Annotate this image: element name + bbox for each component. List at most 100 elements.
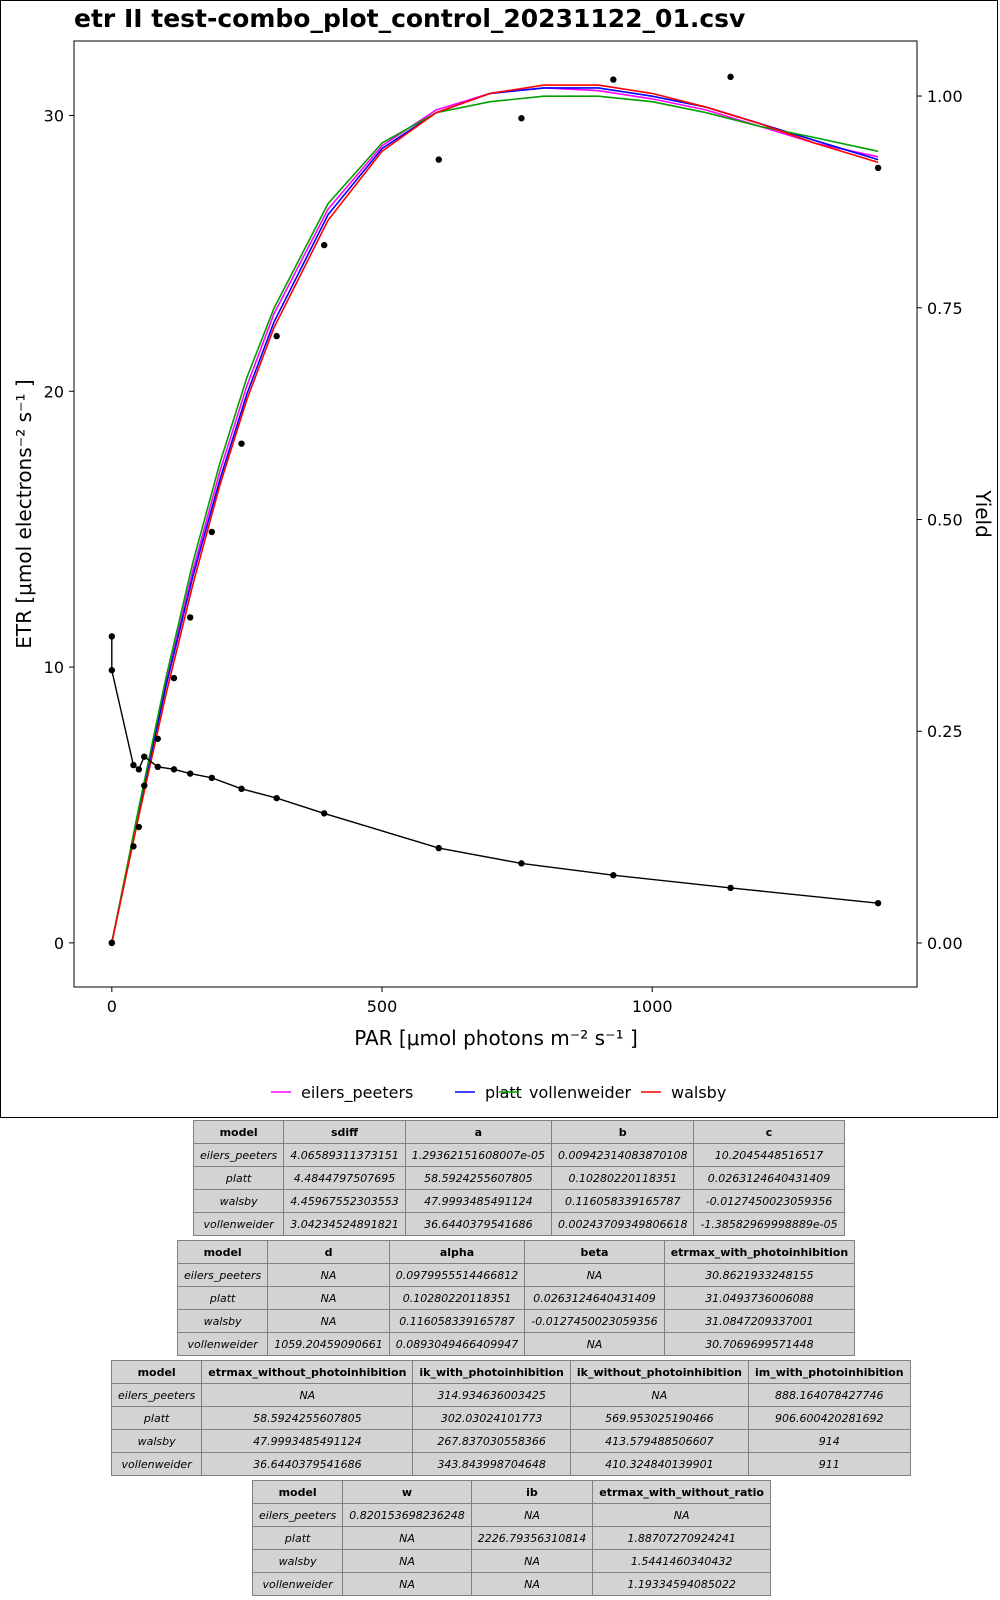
yield-point [130, 761, 137, 769]
table-cell: 888.164078427746 [747, 1383, 911, 1407]
table-cell: eilers_peeters [110, 1383, 203, 1407]
yield-point [518, 860, 525, 867]
column-header: d [267, 1240, 390, 1264]
etr-point [186, 614, 194, 621]
params-table-3: model etrmax_without_photoinhibition ik_wi… [110, 1360, 911, 1476]
table-cell: 0.0979955514466812 [388, 1263, 526, 1287]
params-table-1: model sdiff a b c eilers_peeters 4.06589311373… [192, 1120, 845, 1236]
table-cell: 914 [747, 1429, 911, 1453]
yield-point [874, 899, 882, 907]
table-row: walsby 4.45967552303553 47.9993485491124 0.… [192, 1189, 845, 1213]
etr-point [130, 843, 137, 850]
legend-label: walsby [671, 1083, 726, 1102]
table-cell: 302.03024101773 [412, 1406, 571, 1430]
legend-label: eilers_peeters [301, 1083, 413, 1103]
table-row: vollenweider 1059.20459090661 0.0893049466… [176, 1332, 856, 1356]
table-row: eilers_peeters NA 314.934636003425 NA 888.16… [110, 1383, 911, 1407]
table-cell: 0.00942314083870108 [550, 1143, 695, 1167]
table-cell: 31.0493736006088 [663, 1286, 856, 1310]
column-header: c [693, 1120, 845, 1144]
table-cell: 0.0263124640431409 [524, 1286, 665, 1310]
etr-point [135, 823, 143, 831]
table-cell: NA [201, 1383, 414, 1407]
table-cell: 906.600420281692 [747, 1406, 911, 1430]
table-cell: eilers_peeters [251, 1503, 344, 1527]
table-row: platt 58.5924255607805 302.03024101773 569.… [110, 1406, 911, 1430]
legend-label: vollenweider [529, 1083, 632, 1102]
column-header: im_with_photoinhibition [747, 1360, 911, 1384]
table-cell: 413.579488506607 [569, 1429, 749, 1453]
yield-point [186, 770, 194, 777]
etr-point [727, 73, 734, 81]
table-cell: NA [524, 1263, 665, 1287]
table-cell: NA [470, 1503, 594, 1527]
column-header: model [192, 1120, 285, 1144]
table-cell: 0.820153698236248 [342, 1503, 472, 1527]
yield-point [170, 766, 178, 773]
table-cell: NA [267, 1309, 390, 1333]
column-header: etrmax_with_without_ratio [592, 1480, 771, 1504]
y-tick-label: 30 [44, 106, 64, 125]
table-cell: NA [592, 1503, 771, 1527]
yield-point [435, 844, 442, 852]
table-row: platt NA 2226.79356310814 1.88707270924241 [251, 1526, 771, 1550]
table-cell: vollenweider [176, 1332, 269, 1356]
table-cell: 1059.20459090661 [267, 1332, 390, 1356]
y2-axis-label: Yield [971, 489, 995, 538]
table-header-row: model w ib etrmax_with_without_ratio [251, 1480, 771, 1504]
yield-point [108, 633, 116, 640]
table-row: eilers_peeters 0.820153698236248 NA NA [251, 1503, 771, 1527]
etr-point [435, 156, 442, 163]
fit-line-walsby [111, 84, 879, 944]
etr-point [108, 939, 116, 947]
chart-title: etr II test-combo_plot_control_20231122_… [74, 4, 745, 33]
table-cell: walsby [110, 1429, 203, 1453]
table-cell: NA [569, 1383, 749, 1407]
x-tick-label: 500 [367, 997, 398, 1016]
table-cell: NA [342, 1549, 472, 1573]
column-header: model [176, 1240, 269, 1264]
y-tick-label: 20 [44, 382, 64, 401]
yield-point [610, 872, 617, 879]
yield-point [320, 810, 328, 817]
table-cell: 267.837030558366 [412, 1429, 571, 1453]
etr-points [108, 73, 882, 947]
table-cell: 10.2045448516517 [693, 1143, 845, 1167]
table-row: vollenweider NA NA 1.19334594085022 [251, 1572, 771, 1596]
table-cell: 0.0263124640431409 [693, 1166, 845, 1190]
table-cell: NA [470, 1572, 594, 1596]
column-header: model [251, 1480, 344, 1504]
table-cell: 1.29362151608007e-05 [404, 1143, 552, 1167]
yield-series [108, 633, 882, 907]
table-cell: 4.06589311373151 [283, 1143, 406, 1167]
table-cell: 0.116058339165787 [550, 1189, 695, 1213]
table-cell: NA [470, 1549, 594, 1573]
yield-point [135, 766, 143, 773]
table-cell: walsby [176, 1309, 269, 1333]
y2-tick-label: 0.25 [927, 722, 963, 741]
table-cell: NA [342, 1572, 472, 1596]
yield-point [238, 785, 245, 793]
table-cell: -0.0127450023059356 [524, 1309, 665, 1333]
table-cell: vollenweider [251, 1572, 344, 1596]
table-row: vollenweider 3.04234524891821 36.644037954… [192, 1212, 845, 1236]
params-table-2: model d alpha beta etrmax_with_photoinhibiti… [176, 1240, 856, 1356]
etr-point [610, 76, 617, 83]
etr-point [170, 674, 178, 682]
yield-point [154, 763, 161, 771]
table-cell: 0.10280220118351 [550, 1166, 695, 1190]
etr-chart: etr II test-combo_plot_control_20231122_… [12, 4, 995, 1103]
table-cell: platt [251, 1526, 344, 1550]
x-axis-ticks: 0 500 1000 [107, 987, 673, 1016]
table-row: walsby NA NA 1.5441460340432 [251, 1549, 771, 1573]
table-cell: 3.04234524891821 [283, 1212, 406, 1236]
x-tick-label: 0 [107, 997, 117, 1016]
table-cell: NA [267, 1263, 390, 1287]
table-cell: platt [192, 1166, 285, 1190]
table-cell: 36.6440379541686 [404, 1212, 552, 1236]
column-header: etrmax_with_photoinhibition [663, 1240, 856, 1264]
etr-point [208, 528, 215, 536]
y2-tick-label: 0.50 [927, 511, 963, 530]
table-header-row: model etrmax_without_photoinhibition ik_wi… [110, 1360, 911, 1384]
table-cell: vollenweider [192, 1212, 285, 1236]
